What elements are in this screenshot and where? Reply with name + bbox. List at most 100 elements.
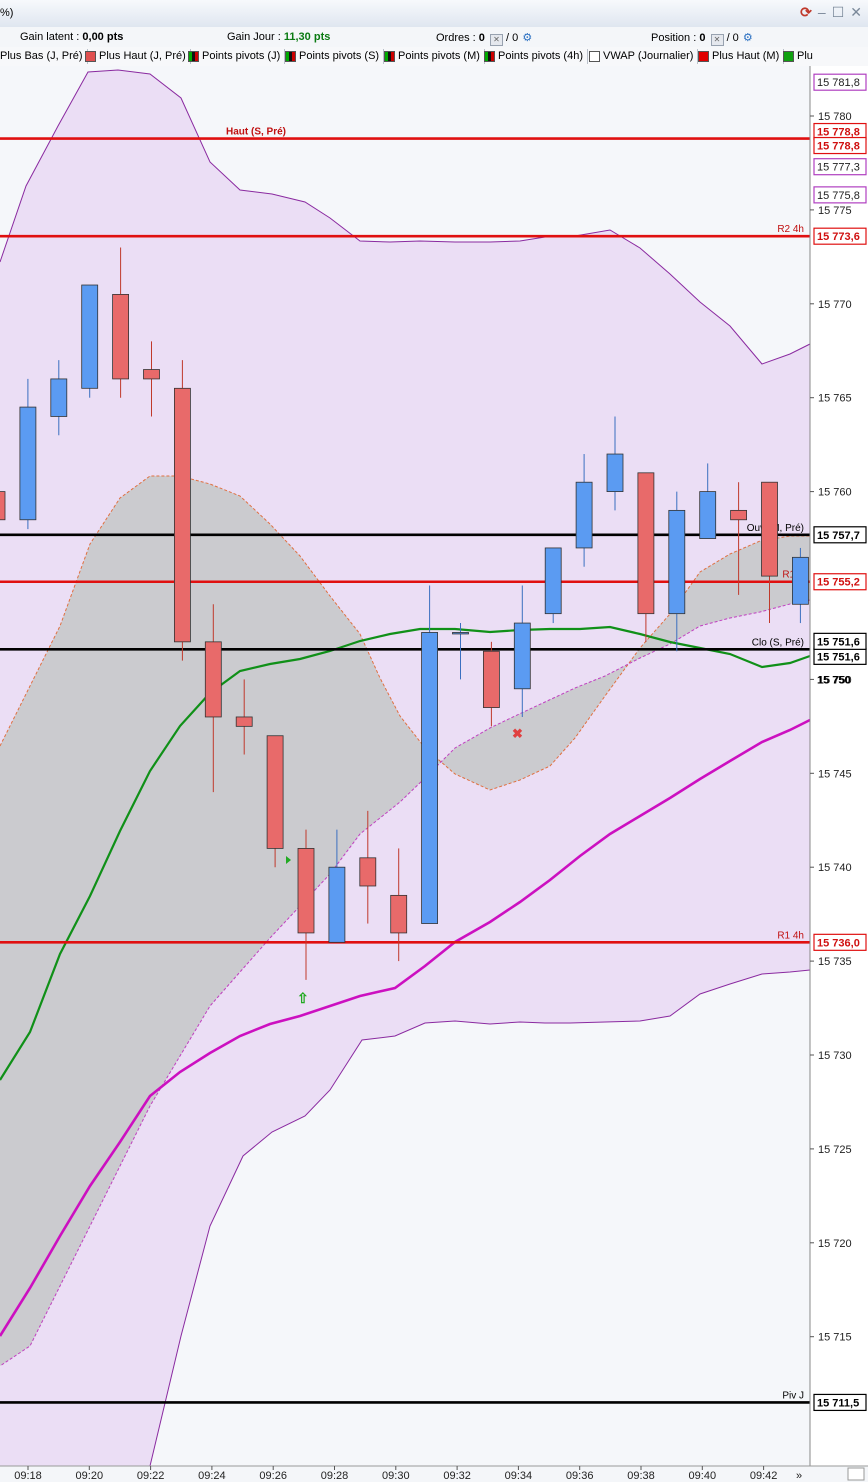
candle-body [204, 641, 222, 718]
candle-body [328, 866, 346, 943]
price-badge-box [813, 573, 867, 591]
candle [143, 341, 160, 417]
legend-item[interactable]: Points pivots (M) [382, 49, 485, 64]
legend-label: VWAP (Journalier) [603, 50, 694, 62]
candle-body [544, 547, 562, 615]
legend-item[interactable]: Plus Haut (J, Pré) [83, 49, 191, 64]
ordres-value: 0 [478, 32, 485, 44]
price-badge-text: 15 777,3 [817, 162, 860, 174]
legend-swatch [783, 51, 794, 62]
legend-item[interactable]: Plus Haut (M) [696, 49, 785, 64]
time-axis-background [0, 1466, 868, 1482]
legend-label: Plus Haut (M) [712, 50, 780, 62]
candle [297, 829, 315, 980]
window-controls: ⟳ – ☐ ✕ [800, 4, 862, 20]
candle [81, 284, 99, 398]
time-tick-label: 09:42 [750, 1470, 778, 1482]
axis-tick-label: 15 750 [818, 674, 852, 686]
cloud-fill [0, 476, 810, 1366]
band-lower-line [149, 969, 811, 1467]
legend-swatch [188, 51, 199, 62]
candle-body [792, 556, 809, 605]
price-axis: 15 780 15 775 15 770 15 765 15 760 15 750 15 7… [809, 66, 868, 1466]
candle [482, 641, 500, 727]
band-upper-line [0, 69, 811, 365]
trading-infobar: Gain latent : 0,00 pts Gain Jour : 11,30… [0, 27, 868, 48]
legend-label: Points pivots (4h) [498, 50, 583, 62]
price-badge-text: 15 778,8 [817, 127, 860, 139]
ordres-label: Ordres : [436, 32, 476, 44]
candle [19, 378, 37, 530]
legend-item[interactable]: Plus Bas (J, Pré) [0, 49, 88, 64]
price-badge-box [813, 227, 867, 245]
cloud-lower-edge [0, 599, 811, 1367]
price-badge-box [813, 526, 867, 544]
candle [606, 416, 624, 511]
candle [544, 547, 562, 624]
price-badge-text: 15 751,6 [817, 636, 860, 648]
price-badge: 15 757,7 [813, 526, 867, 544]
time-scrollbar[interactable] [0, 1466, 868, 1482]
candle-body [173, 387, 191, 643]
refresh-icon[interactable]: ⟳ [800, 4, 812, 20]
entry-flag-icon [286, 856, 291, 864]
minimize-icon[interactable]: – [817, 4, 826, 20]
orders-settings-icon[interactable]: ⚙ [522, 32, 533, 44]
price-badge-text: 15 736,0 [817, 937, 860, 949]
price-badge-box [813, 632, 867, 650]
price-badge: 15 775,8 [813, 186, 867, 204]
candle [730, 482, 747, 595]
position-label: Position : [651, 32, 697, 44]
candle-body [143, 369, 160, 380]
candle-body [359, 857, 377, 887]
legend-item[interactable]: Plu [781, 49, 817, 64]
candle [235, 679, 253, 755]
price-badge: 15 751,6 [813, 632, 867, 650]
gain-latent: Gain latent : 0,00 pts [20, 31, 123, 43]
candle-body [513, 622, 531, 690]
candle-body [235, 716, 253, 727]
time-tick-label: 09:34 [505, 1470, 533, 1482]
gain-jour: Gain Jour : 11,30 pts [227, 31, 330, 43]
scroll-right-icon: » [796, 1470, 802, 1482]
candle-body [452, 632, 469, 635]
time-tick-label: 09:38 [627, 1470, 655, 1482]
time-tick-label: 09:30 [382, 1470, 410, 1482]
axis-tick-label: 15 760 [818, 487, 852, 499]
price-badge: 15 778,8 [813, 136, 867, 155]
candle [452, 623, 469, 680]
cancel-orders-icon[interactable]: ✕ [489, 34, 503, 46]
time-axis: 09:18 09:20 09:22 09:24 09:26 09:28 09:30 09:32… [0, 1465, 868, 1482]
candle [204, 604, 222, 793]
legend-label: Plus Haut (J, Pré) [99, 50, 186, 62]
candle [513, 585, 531, 717]
time-tick-label: 09:36 [566, 1470, 594, 1482]
legend-item[interactable]: Points pivots (J) [186, 49, 286, 64]
candle-body [50, 378, 68, 417]
candle [421, 585, 439, 924]
price-badge-text: 15 755,2 [817, 577, 860, 589]
time-tick-label: 09:20 [76, 1470, 104, 1482]
close-icon[interactable]: ✕ [850, 4, 862, 20]
legend-item[interactable]: Points pivots (S) [283, 49, 385, 64]
candle [575, 454, 593, 567]
legend-item[interactable]: Points pivots (4h) [482, 49, 588, 64]
close-position-icon[interactable]: ✕ [710, 34, 724, 46]
price-badge: 15 736,0 [813, 933, 867, 951]
axis-tick-label: 15 735 [818, 956, 852, 968]
candle-body [761, 481, 778, 577]
candle-body [297, 848, 315, 934]
price-badge-text: 15 750 [817, 674, 851, 686]
moving-averages [0, 625, 811, 1337]
candle [328, 829, 346, 943]
position: Position : 0 ✕ / 0 ⚙ [651, 31, 753, 46]
candle-body [112, 294, 129, 380]
position-value: 0 [699, 32, 706, 44]
candle-body [0, 491, 6, 521]
maximize-icon[interactable]: ☐ [831, 4, 845, 20]
legend-item[interactable]: VWAP (Journalier) [587, 49, 699, 64]
buy-arrow-icon: ⇧ [297, 990, 309, 1006]
time-tick-label: 09:22 [137, 1470, 165, 1482]
position-settings-icon[interactable]: ⚙ [742, 32, 753, 44]
